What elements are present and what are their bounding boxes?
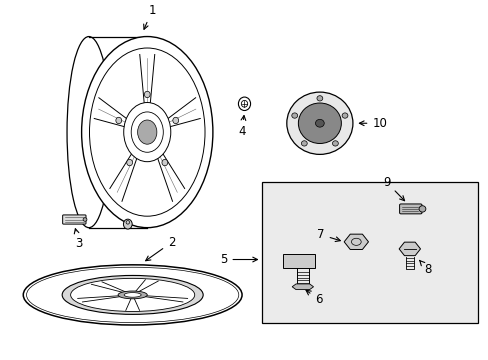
- Ellipse shape: [62, 275, 203, 314]
- Ellipse shape: [172, 117, 178, 123]
- Ellipse shape: [124, 293, 141, 297]
- FancyBboxPatch shape: [399, 204, 421, 214]
- Ellipse shape: [137, 120, 157, 144]
- FancyBboxPatch shape: [62, 215, 86, 224]
- Ellipse shape: [342, 113, 347, 118]
- Ellipse shape: [301, 141, 306, 146]
- Ellipse shape: [81, 37, 212, 228]
- Ellipse shape: [418, 206, 425, 212]
- Ellipse shape: [83, 218, 87, 221]
- Ellipse shape: [144, 91, 150, 98]
- Ellipse shape: [332, 141, 338, 146]
- Polygon shape: [291, 284, 313, 289]
- Text: 5: 5: [220, 253, 257, 266]
- Text: 7: 7: [317, 228, 340, 242]
- Ellipse shape: [116, 117, 122, 123]
- Ellipse shape: [291, 113, 297, 118]
- Text: 3: 3: [74, 229, 82, 249]
- Ellipse shape: [123, 219, 132, 229]
- Ellipse shape: [23, 265, 242, 325]
- Ellipse shape: [298, 103, 341, 144]
- Polygon shape: [283, 254, 314, 268]
- Ellipse shape: [286, 92, 352, 154]
- Ellipse shape: [118, 291, 147, 299]
- Ellipse shape: [315, 120, 324, 127]
- Ellipse shape: [162, 159, 167, 166]
- Bar: [261, 182, 477, 323]
- Text: 1: 1: [143, 4, 156, 29]
- Ellipse shape: [70, 278, 194, 311]
- Ellipse shape: [316, 96, 322, 101]
- Text: 2: 2: [145, 236, 175, 261]
- Text: 4: 4: [238, 116, 245, 138]
- Ellipse shape: [126, 159, 132, 166]
- Text: 6: 6: [305, 290, 322, 306]
- Text: 8: 8: [419, 260, 431, 276]
- Ellipse shape: [123, 103, 170, 162]
- Text: 9: 9: [382, 176, 404, 201]
- Text: 10: 10: [359, 117, 386, 130]
